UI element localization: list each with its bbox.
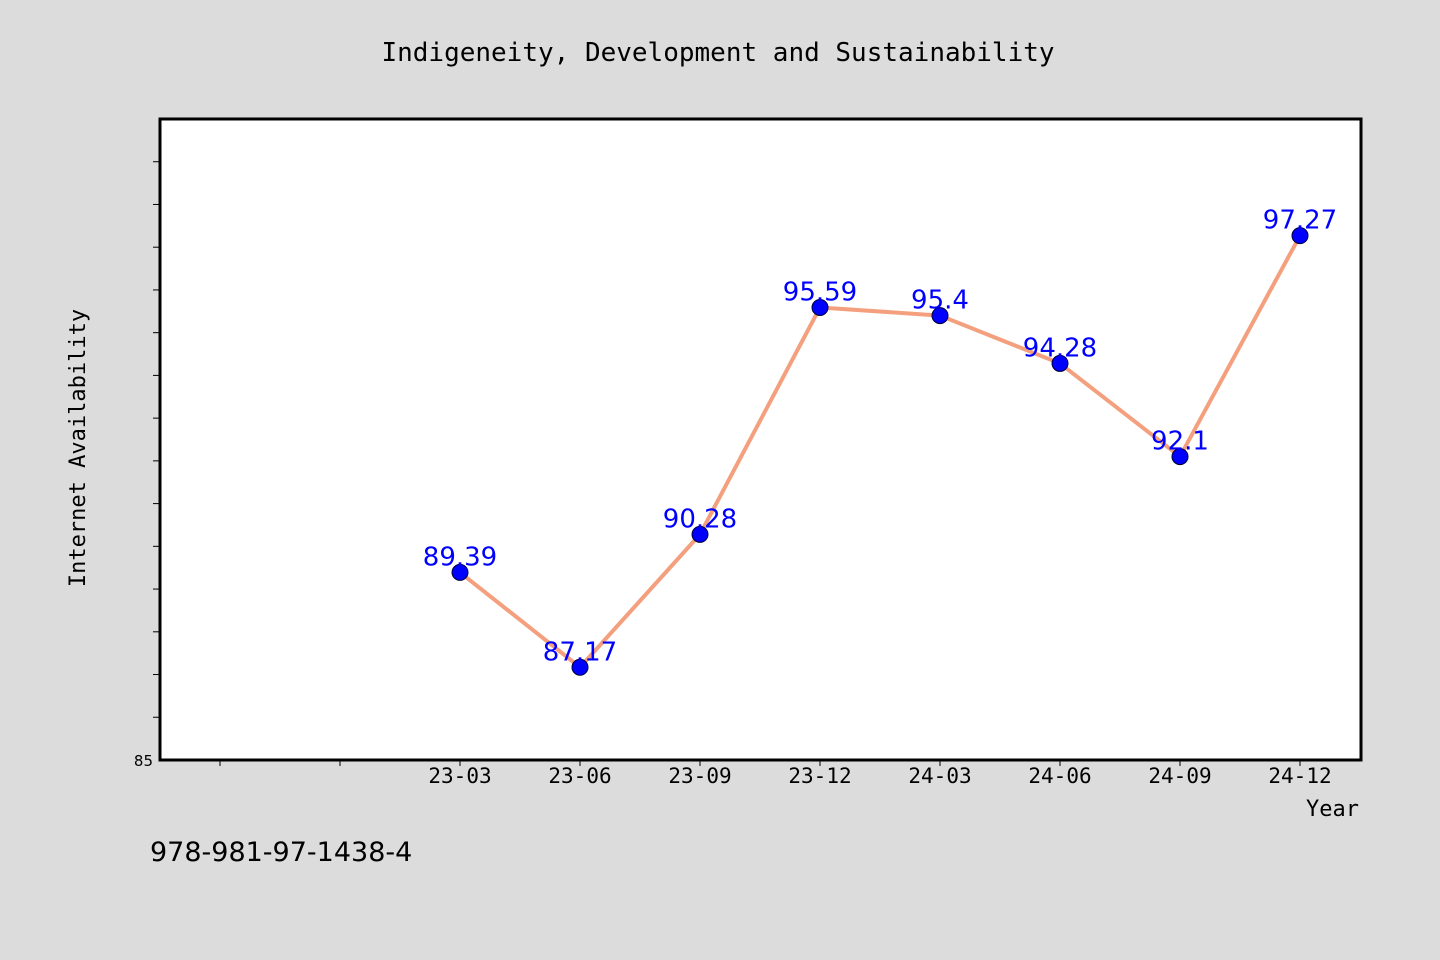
data-label: 97.27 — [1263, 206, 1337, 236]
series-line — [458, 234, 1302, 670]
data-label: 95.59 — [783, 277, 857, 307]
data-point — [811, 298, 829, 316]
data-point — [571, 658, 589, 676]
x-tick-label: 24-06 — [1028, 764, 1091, 788]
x-tick-label: 24-12 — [1268, 764, 1331, 788]
x-tick-label: 23-12 — [788, 764, 851, 788]
x-tick-label: 23-06 — [548, 764, 611, 788]
data-point — [931, 307, 949, 325]
x-tick-label: 23-09 — [668, 764, 731, 788]
data-label: 95.4 — [911, 286, 969, 316]
data-point — [451, 563, 469, 581]
footer-isbn: 978-981-97-1438-4 — [150, 837, 412, 868]
y-axis-ticks — [153, 161, 160, 718]
x-axis-ticks — [219, 760, 1301, 766]
x-tick-label: 24-09 — [1148, 764, 1211, 788]
data-label: 89.39 — [423, 542, 497, 572]
data-label: 92.1 — [1151, 427, 1209, 457]
y-axis-title: Internet Availability — [66, 309, 91, 587]
x-tick-label: 23-03 — [428, 764, 491, 788]
chart-title: Indigeneity, Development and Sustainabil… — [381, 38, 1054, 68]
data-label: 94.28 — [1023, 333, 1097, 363]
series-layer: 89.39 87.17 90.28 95.59 95.4 94.28 92.1 97.27 — [423, 206, 1337, 676]
data-point — [1051, 354, 1069, 372]
y-tick-label: 85 — [134, 752, 153, 770]
data-label: 87.17 — [543, 637, 617, 667]
x-tick-label: 24-03 — [908, 764, 971, 788]
data-point — [1291, 227, 1309, 245]
data-point — [1171, 448, 1189, 466]
data-point — [691, 525, 709, 543]
data-label: 90.28 — [663, 504, 737, 534]
x-axis-title: Year — [1306, 797, 1359, 822]
x-axis-tick-labels: 23-03 23-06 23-09 23-12 24-03 24-06 24-09 24-12 — [428, 764, 1331, 788]
